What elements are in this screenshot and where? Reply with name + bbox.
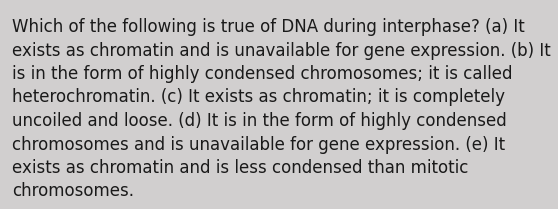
Text: exists as chromatin and is unavailable for gene expression. (b) It: exists as chromatin and is unavailable f…: [12, 42, 551, 60]
Text: uncoiled and loose. (d) It is in the form of highly condensed: uncoiled and loose. (d) It is in the for…: [12, 112, 507, 130]
Text: heterochromatin. (c) It exists as chromatin; it is completely: heterochromatin. (c) It exists as chroma…: [12, 88, 505, 107]
Text: chromosomes.: chromosomes.: [12, 182, 134, 200]
Text: chromosomes and is unavailable for gene expression. (e) It: chromosomes and is unavailable for gene …: [12, 135, 505, 153]
Text: Which of the following is true of DNA during interphase? (a) It: Which of the following is true of DNA du…: [12, 18, 525, 36]
Text: is in the form of highly condensed chromosomes; it is called: is in the form of highly condensed chrom…: [12, 65, 512, 83]
Text: exists as chromatin and is less condensed than mitotic: exists as chromatin and is less condense…: [12, 159, 468, 177]
